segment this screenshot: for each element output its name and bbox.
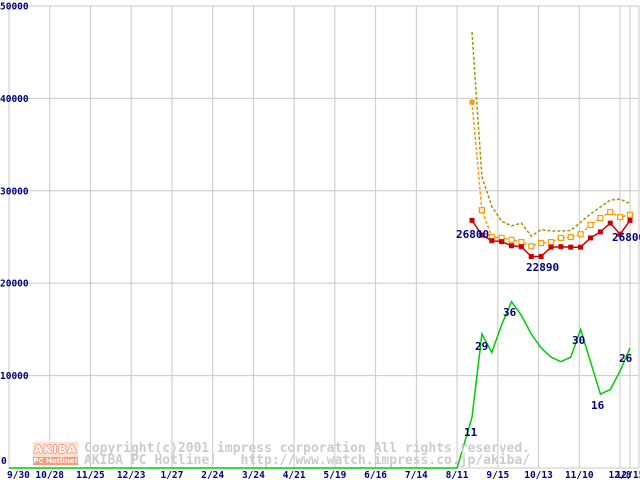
value-label: 22890 — [526, 261, 559, 274]
average-price-marker — [528, 243, 535, 250]
copyright-line1: Copyright(c)2001 impress corporation All… — [84, 441, 531, 456]
lowest-price-marker — [558, 244, 564, 250]
y-tick-label: 20000 — [0, 279, 29, 290]
lowest-price-marker — [617, 231, 623, 237]
lowest-price-marker — [499, 239, 505, 245]
gridlines — [8, 5, 640, 469]
average-price-marker — [626, 211, 634, 218]
x-tick-label: 12/8 — [609, 470, 632, 480]
x-tick-label: 12/23 — [117, 470, 146, 480]
lowest-price-marker — [548, 244, 554, 250]
lowest-price-marker — [538, 253, 544, 259]
value-label: 26 — [619, 352, 633, 365]
akiba-pc-hotline-logo: AKIBA PC Hotline! — [32, 441, 79, 466]
value-annotations: 26800 22890 26800 11 29 36 30 16 26 — [456, 228, 640, 439]
value-label: 30 — [572, 334, 585, 347]
series-average-price — [469, 99, 634, 250]
value-label: 26800 — [612, 231, 640, 244]
average-price-marker — [577, 231, 584, 238]
x-tick-label: 6/16 — [364, 470, 387, 480]
x-axis-labels: 9/30 10/28 11/25 12/23 1/27 2/24 3/24 4/21 5/19 6… — [7, 470, 640, 480]
x-tick-label: 7/14 — [405, 470, 428, 480]
copyright-notice: Copyright(c)2001 impress corporation All… — [84, 441, 531, 468]
average-price-marker — [518, 238, 525, 246]
value-label: 16 — [591, 399, 605, 412]
average-price-marker — [469, 99, 475, 105]
average-price-marker — [617, 214, 624, 221]
y-tick-label: 10000 — [0, 371, 29, 382]
x-tick-label: 2/24 — [201, 470, 224, 480]
lowest-price-marker — [479, 232, 485, 238]
average-price-marker — [607, 208, 614, 216]
x-tick-label: 8/11 — [446, 470, 469, 480]
y-tick-label: 0 — [1, 456, 7, 467]
average-price-marker — [567, 233, 574, 241]
x-tick-label: 1/27 — [160, 470, 183, 480]
x-tick-label: 4/21 — [283, 470, 306, 480]
logo-subtitle: PC Hotline! — [33, 457, 78, 465]
series-highest-price — [471, 31, 631, 238]
lowest-price-marker — [469, 217, 475, 223]
average-price-marker — [597, 214, 604, 222]
value-label: 36 — [503, 306, 517, 319]
lowest-price-marker — [528, 253, 534, 259]
average-price-marker — [538, 239, 545, 247]
value-label: 26800 — [456, 228, 489, 241]
lowest-price-marker — [518, 244, 524, 250]
y-tick-label: 50000 — [0, 2, 29, 13]
y-tick-label: 30000 — [0, 186, 29, 197]
x-tick-label: 9/15 — [486, 470, 509, 480]
y-tick-label: 40000 — [0, 94, 29, 105]
x-tick-label: 11/25 — [76, 470, 105, 480]
x-tick-label: 10/28 — [35, 470, 64, 480]
lowest-price-marker — [568, 244, 574, 250]
average-price-marker — [508, 236, 515, 243]
lowest-price-marker — [509, 243, 514, 249]
lowest-price-marker — [588, 235, 593, 241]
average-price-marker — [478, 207, 485, 214]
lowest-price-marker — [607, 220, 613, 226]
lowest-price-marker — [578, 244, 584, 250]
value-label: 29 — [475, 340, 488, 353]
copyright-line2: AKIBA PC Hotline! http://www.watch.impre… — [84, 453, 531, 468]
average-price-marker — [557, 234, 564, 242]
average-price-marker — [547, 238, 555, 246]
lowest-price-marker — [597, 229, 603, 235]
series-shop-count — [9, 300, 631, 469]
x-tick-label: 12/15 — [616, 470, 640, 480]
value-label: 11 — [464, 426, 478, 439]
x-tick-label: 3/24 — [242, 470, 265, 480]
lowest-price-marker — [489, 238, 495, 244]
x-tick-label: 5/19 — [323, 470, 346, 480]
series-lowest-price — [469, 217, 633, 259]
x-tick-label: 11/10 — [565, 470, 594, 480]
lowest-price-marker — [627, 217, 633, 223]
average-price-marker — [587, 221, 594, 229]
y-axis-labels: 0 10000 20000 30000 40000 50000 — [0, 2, 29, 468]
logo-title: AKIBA — [33, 442, 78, 457]
x-tick-label: 9/30 — [7, 470, 30, 480]
x-tick-label: 10/13 — [524, 470, 553, 480]
